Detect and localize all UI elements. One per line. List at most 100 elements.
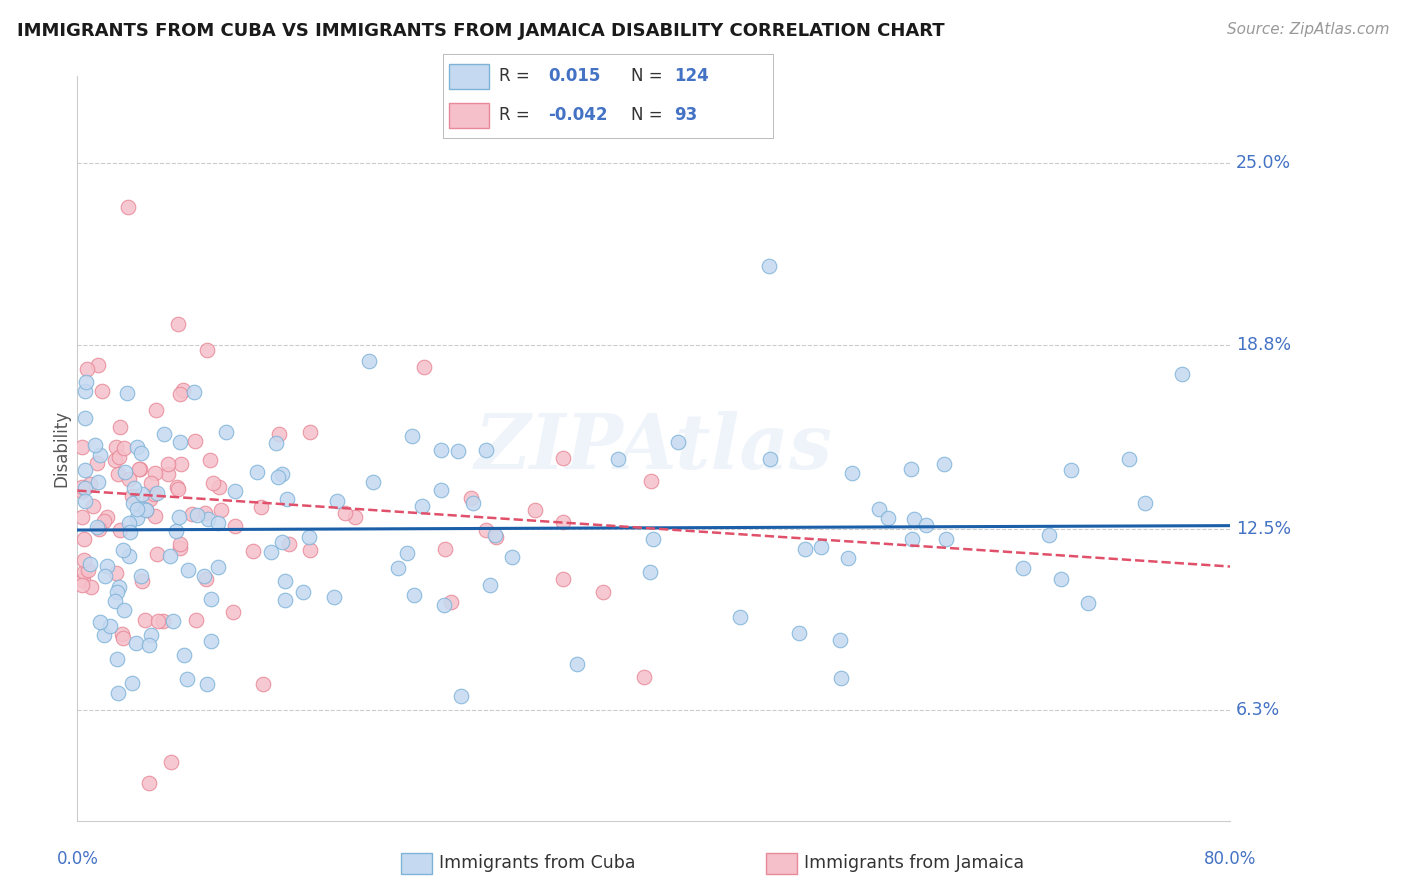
Point [728, 609, 751, 624]
Point [450, 689, 472, 703]
Point [793, 541, 815, 556]
Point [138, 638, 160, 652]
Point [322, 590, 344, 604]
Text: 0.015: 0.015 [548, 68, 600, 86]
Point [89, 615, 111, 629]
Point [207, 560, 229, 574]
Point [166, 480, 188, 494]
FancyBboxPatch shape [450, 103, 489, 128]
Point [129, 462, 152, 476]
Point [461, 496, 484, 510]
Point [900, 462, 922, 476]
Y-axis label: Disability: Disability [52, 409, 70, 487]
Point [143, 509, 166, 524]
Point [810, 540, 832, 554]
Point [633, 670, 655, 684]
Point [117, 200, 139, 214]
Point [70, 440, 93, 454]
Point [131, 569, 153, 583]
Point [79, 476, 101, 491]
Point [440, 595, 463, 609]
Point [828, 632, 851, 647]
Point [160, 756, 183, 770]
Point [484, 528, 506, 542]
Point [107, 467, 129, 482]
Point [153, 427, 176, 442]
Text: 0.0%: 0.0% [56, 850, 98, 869]
Point [183, 434, 205, 449]
Point [138, 775, 160, 789]
Point [484, 530, 506, 544]
Point [90, 384, 112, 398]
Point [73, 481, 96, 495]
Point [250, 500, 273, 514]
Point [159, 549, 181, 563]
Point [135, 503, 157, 517]
Text: ZIPAtlas: ZIPAtlas [475, 411, 832, 485]
Point [172, 383, 194, 397]
Point [274, 593, 297, 607]
Point [246, 465, 269, 479]
Text: Source: ZipAtlas.com: Source: ZipAtlas.com [1226, 22, 1389, 37]
Point [433, 599, 456, 613]
Point [270, 534, 292, 549]
Point [111, 631, 134, 645]
Point [877, 511, 900, 525]
Point [131, 446, 153, 460]
Point [207, 516, 229, 530]
Point [118, 549, 141, 563]
Point [108, 523, 131, 537]
Point [273, 574, 295, 589]
Point [643, 532, 665, 546]
Point [195, 343, 218, 357]
Text: R =: R = [499, 68, 530, 86]
Text: Immigrants from Cuba: Immigrants from Cuba [439, 855, 636, 872]
Point [1171, 367, 1194, 381]
Point [1012, 560, 1035, 574]
Point [143, 467, 166, 481]
Point [434, 542, 457, 557]
Point [333, 506, 356, 520]
Point [430, 483, 453, 497]
Point [72, 566, 94, 580]
Text: N =: N = [631, 106, 662, 124]
Point [298, 530, 321, 544]
Point [86, 456, 108, 470]
Point [70, 578, 93, 592]
Point [551, 572, 574, 586]
Point [276, 492, 298, 507]
Text: N =: N = [631, 68, 662, 86]
Point [592, 585, 614, 599]
Point [72, 574, 94, 588]
Text: 93: 93 [675, 106, 697, 124]
Point [114, 465, 136, 479]
Text: 18.8%: 18.8% [1236, 335, 1291, 353]
Point [105, 652, 128, 666]
Point [1060, 463, 1083, 477]
Point [447, 444, 470, 458]
Point [181, 507, 204, 521]
Point [73, 410, 96, 425]
Point [411, 500, 433, 514]
Point [93, 628, 115, 642]
Point [157, 458, 180, 472]
Point [1118, 451, 1140, 466]
Text: IMMIGRANTS FROM CUBA VS IMMIGRANTS FROM JAMAICA DISABILITY CORRELATION CHART: IMMIGRANTS FROM CUBA VS IMMIGRANTS FROM … [17, 22, 945, 40]
Point [70, 509, 93, 524]
Point [215, 425, 238, 440]
Point [134, 613, 156, 627]
Point [638, 565, 661, 579]
Point [606, 452, 628, 467]
Point [666, 434, 689, 449]
Point [224, 519, 246, 533]
Point [935, 532, 957, 546]
Point [200, 591, 222, 606]
Point [759, 451, 782, 466]
Point [524, 502, 547, 516]
Point [145, 403, 167, 417]
Point [292, 585, 315, 599]
Point [169, 386, 191, 401]
Point [79, 557, 101, 571]
Point [402, 588, 425, 602]
Point [98, 618, 121, 632]
